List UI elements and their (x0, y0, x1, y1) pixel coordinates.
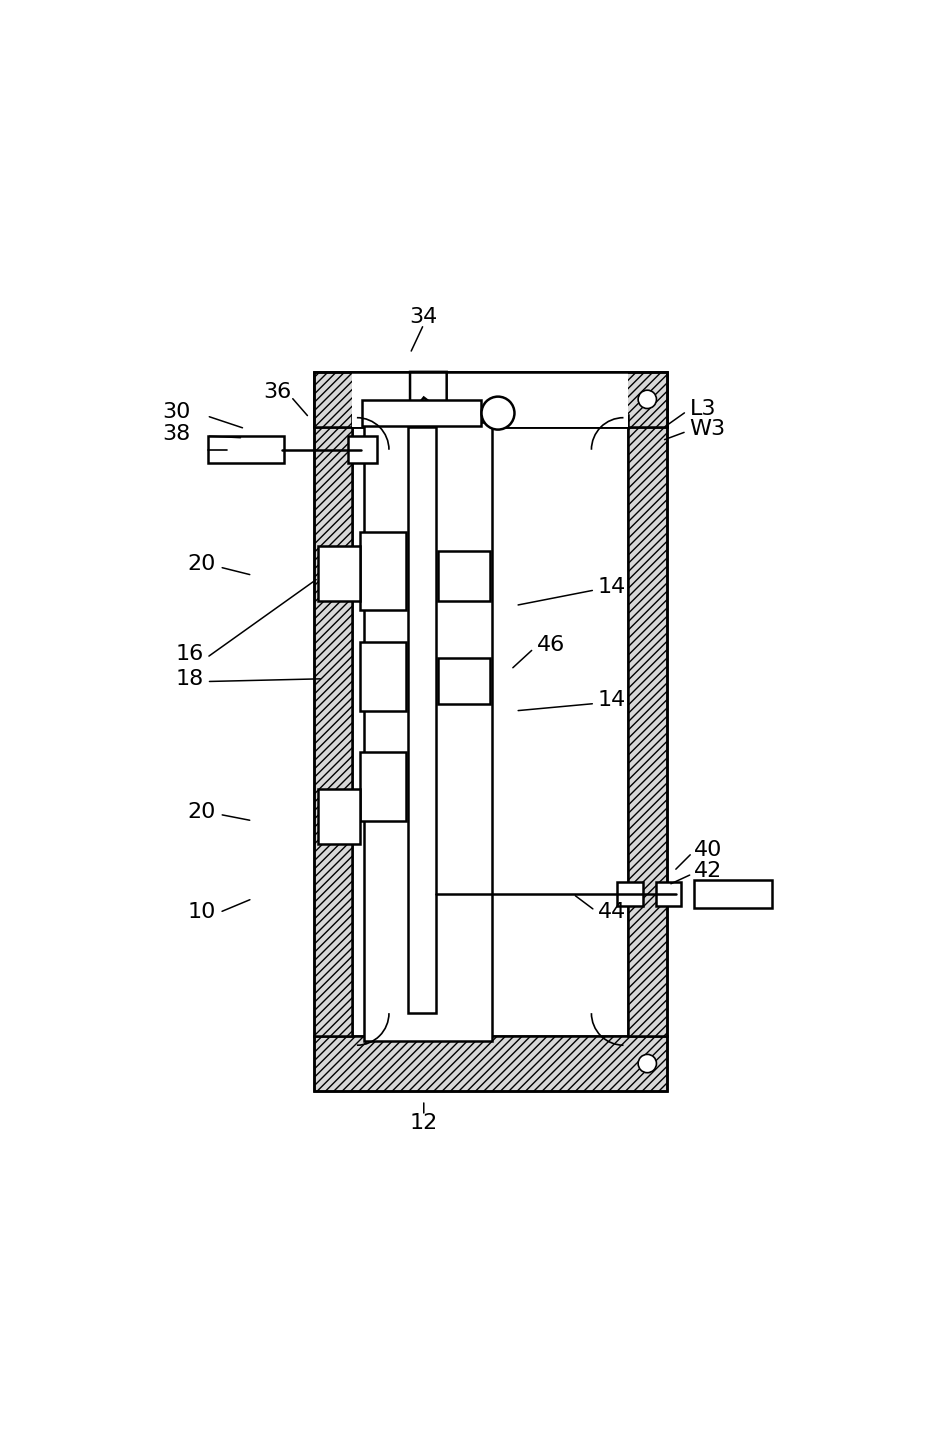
Circle shape (482, 396, 514, 429)
Bar (438, 658, 490, 704)
Bar (313, 372, 667, 1092)
Bar (208, 436, 284, 464)
Text: 14: 14 (598, 577, 626, 598)
Text: 16: 16 (176, 644, 204, 664)
Bar (694, 880, 772, 907)
Text: 36: 36 (263, 382, 291, 402)
Bar (408, 426, 435, 1014)
Bar (618, 883, 643, 906)
Text: 40: 40 (694, 840, 723, 860)
Text: W3: W3 (689, 419, 725, 439)
Text: 42: 42 (694, 861, 723, 881)
Text: 34: 34 (409, 307, 438, 327)
Bar (348, 436, 377, 464)
Bar (360, 642, 406, 711)
Text: 14: 14 (598, 690, 626, 710)
Bar (313, 372, 667, 426)
Circle shape (638, 390, 657, 409)
Text: 20: 20 (188, 554, 216, 575)
Bar (656, 883, 681, 906)
Text: 38: 38 (163, 425, 191, 444)
Bar (360, 533, 406, 611)
Bar (313, 1035, 667, 1092)
Bar (363, 400, 482, 426)
Bar (628, 426, 667, 1035)
Bar (360, 752, 406, 821)
Bar (438, 550, 490, 600)
Text: 46: 46 (537, 635, 565, 655)
Polygon shape (313, 372, 410, 426)
Text: 18: 18 (176, 668, 204, 688)
Bar (313, 426, 352, 1035)
Text: 44: 44 (598, 903, 626, 923)
Bar (318, 546, 360, 600)
Text: 12: 12 (409, 1113, 438, 1133)
Bar (352, 372, 628, 426)
Text: 20: 20 (188, 802, 216, 822)
Bar (365, 422, 493, 1041)
Bar (352, 426, 628, 1035)
Circle shape (638, 1054, 657, 1073)
Text: L3: L3 (689, 399, 716, 419)
Bar (318, 789, 360, 844)
Text: 30: 30 (162, 402, 191, 422)
Polygon shape (446, 372, 667, 426)
Polygon shape (410, 372, 446, 415)
Text: 10: 10 (188, 903, 216, 923)
